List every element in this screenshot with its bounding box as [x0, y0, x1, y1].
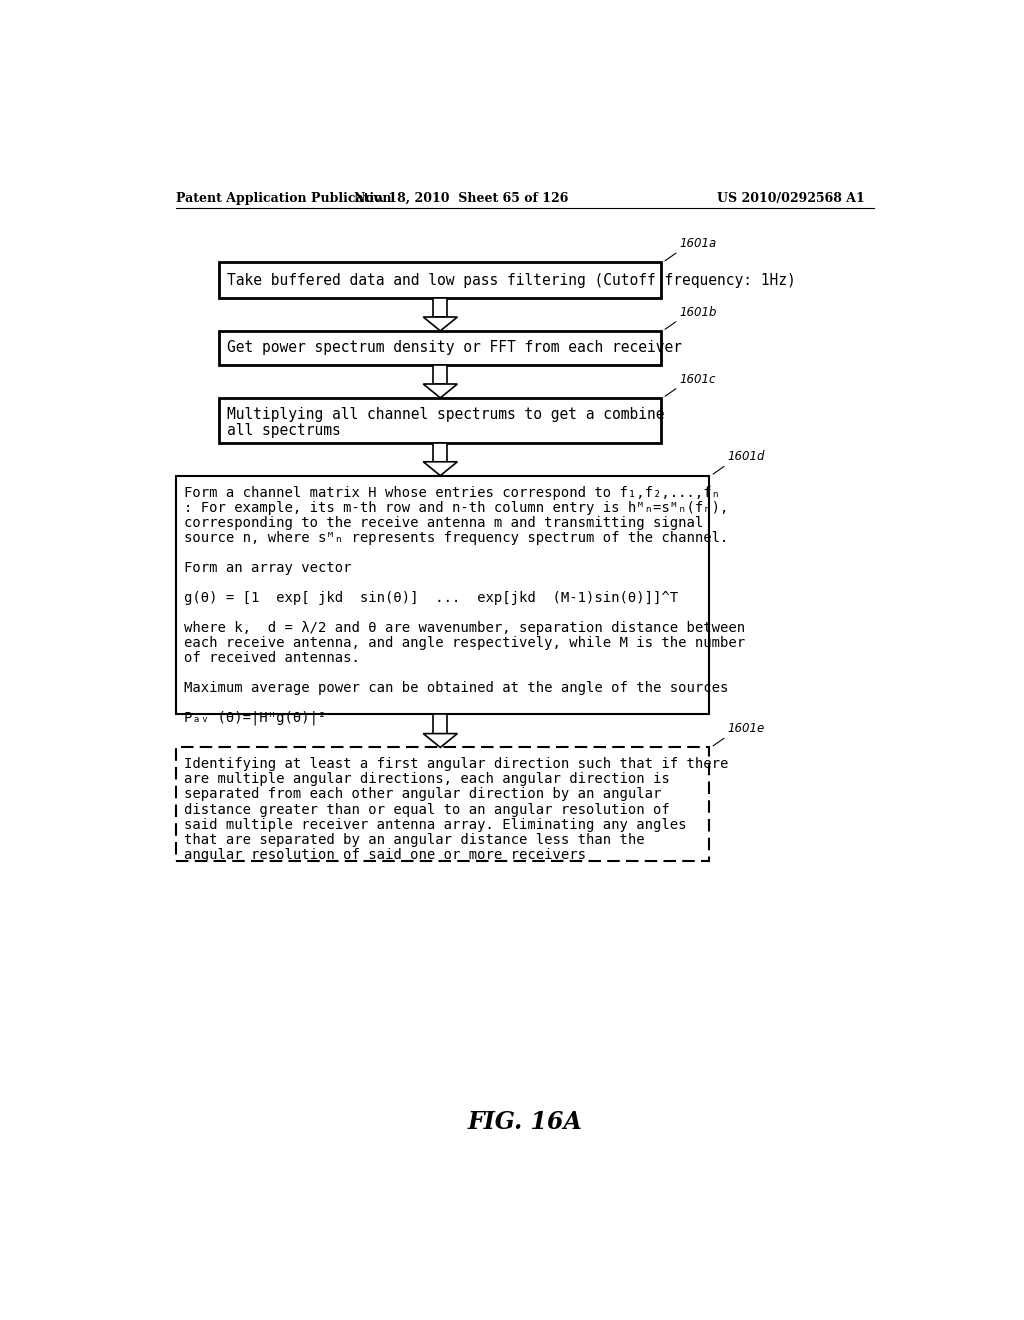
Text: distance greater than or equal to an angular resolution of: distance greater than or equal to an ang…: [183, 803, 670, 817]
Text: angular resolution of said one or more receivers: angular resolution of said one or more r…: [183, 847, 586, 862]
Text: : For example, its m-th row and n-th column entry is hᴹₙ=sᴹₙ(fₙ),: : For example, its m-th row and n-th col…: [183, 500, 728, 515]
Text: Pₐᵥ (θ)=|Hᴴg(θ)|²: Pₐᵥ (θ)=|Hᴴg(θ)|²: [183, 711, 327, 726]
Text: are multiple angular directions, each angular direction is: are multiple angular directions, each an…: [183, 772, 670, 787]
Text: Form a channel matrix H whose entries correspond to f₁,f₂,...,fₙ: Form a channel matrix H whose entries co…: [183, 486, 720, 500]
Polygon shape: [423, 462, 458, 475]
Text: 1601c: 1601c: [680, 372, 717, 385]
Text: where k,  d = λ/2 and θ are wavenumber, separation distance between: where k, d = λ/2 and θ are wavenumber, s…: [183, 620, 744, 635]
Text: of received antennas.: of received antennas.: [183, 651, 359, 665]
Text: US 2010/0292568 A1: US 2010/0292568 A1: [717, 191, 864, 205]
Text: Patent Application Publication: Patent Application Publication: [176, 191, 391, 205]
Bar: [433, 298, 447, 317]
Text: Maximum average power can be obtained at the angle of the sources: Maximum average power can be obtained at…: [183, 681, 728, 694]
Polygon shape: [423, 317, 458, 331]
Text: corresponding to the receive antenna m and transmitting signal: corresponding to the receive antenna m a…: [183, 516, 703, 529]
Text: 1601d: 1601d: [728, 450, 765, 463]
Text: said multiple receiver antenna array. Eliminating any angles: said multiple receiver antenna array. El…: [183, 817, 686, 832]
Polygon shape: [423, 384, 458, 397]
Text: Multiplying all channel spectrums to get a combine: Multiplying all channel spectrums to get…: [227, 407, 665, 422]
Text: Get power spectrum density or FFT from each receiver: Get power spectrum density or FFT from e…: [227, 341, 682, 355]
Text: Take buffered data and low pass filtering (Cutoff frequency: 1Hz): Take buffered data and low pass filterin…: [227, 272, 796, 288]
Bar: [176, 475, 710, 714]
Text: separated from each other angular direction by an angular: separated from each other angular direct…: [183, 788, 662, 801]
Text: g(θ) = [1  exp[ jkd  sin(θ)]  ...  exp[jkd  (M-1)sin(θ)]]^T: g(θ) = [1 exp[ jkd sin(θ)] ... exp[jkd (…: [183, 591, 678, 605]
Text: that are separated by an angular distance less than the: that are separated by an angular distanc…: [183, 833, 644, 846]
Text: Form an array vector: Form an array vector: [183, 561, 351, 574]
Bar: [219, 331, 662, 364]
Text: 1601a: 1601a: [680, 238, 717, 249]
Bar: [219, 263, 662, 298]
Text: each receive antenna, and angle respectively, while M is the number: each receive antenna, and angle respecti…: [183, 636, 744, 649]
Text: all spectrums: all spectrums: [227, 422, 341, 437]
Bar: [433, 714, 447, 734]
Text: 1601e: 1601e: [728, 722, 765, 735]
Bar: [176, 747, 710, 862]
Polygon shape: [423, 734, 458, 747]
Text: Identifying at least a first angular direction such that if there: Identifying at least a first angular dir…: [183, 758, 728, 771]
Text: FIG. 16A: FIG. 16A: [467, 1110, 583, 1134]
Bar: [433, 364, 447, 384]
Bar: [219, 397, 662, 442]
Bar: [433, 442, 447, 462]
Text: 1601b: 1601b: [680, 305, 717, 318]
Text: Nov. 18, 2010  Sheet 65 of 126: Nov. 18, 2010 Sheet 65 of 126: [354, 191, 568, 205]
Text: source n, where sᴹₙ represents frequency spectrum of the channel.: source n, where sᴹₙ represents frequency…: [183, 531, 728, 545]
